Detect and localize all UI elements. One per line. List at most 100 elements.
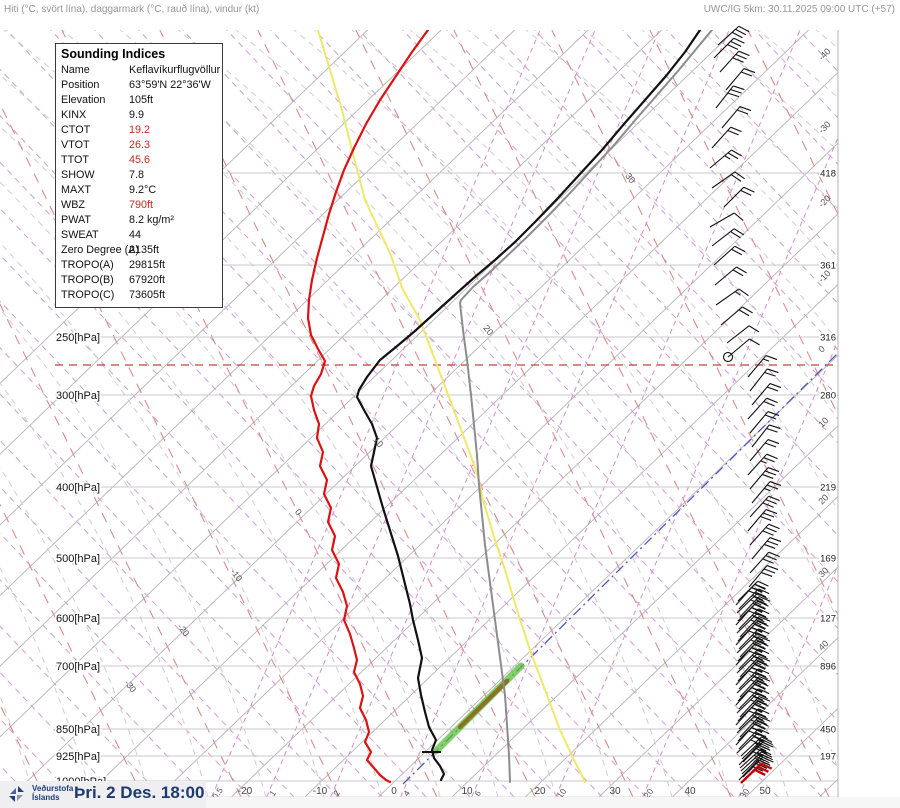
wind-barb bbox=[709, 149, 742, 169]
moist-adiabat-line bbox=[666, 30, 838, 212]
indices-row: SWEAT 44 bbox=[56, 228, 222, 243]
index-value: 67920ft bbox=[129, 274, 166, 286]
sounding-indices-panel: Sounding Indices Name Keflavíkurflugvöll… bbox=[55, 43, 223, 308]
inchart-isopleth-label: 0 bbox=[293, 507, 304, 517]
dry-adiabat-line bbox=[467, 30, 838, 421]
wind-barb bbox=[751, 537, 782, 560]
wind-barb bbox=[715, 85, 745, 109]
inchart-isopleth-label: 20 bbox=[481, 323, 495, 337]
wind-barb bbox=[749, 467, 780, 490]
height-axis-label: 418 bbox=[820, 169, 836, 180]
index-value: 73605ft bbox=[129, 289, 166, 301]
isotherm-line bbox=[304, 283, 838, 797]
wind-barb bbox=[711, 171, 745, 189]
theta-line bbox=[0, 102, 340, 797]
index-value: 9.2°C bbox=[129, 184, 157, 196]
index-label: VTOT bbox=[61, 139, 90, 151]
bottom-temp-tick-label: 0 bbox=[391, 786, 397, 797]
wind-barb bbox=[711, 228, 745, 247]
wind-barb bbox=[714, 266, 747, 286]
isotherm-line bbox=[0, 30, 589, 597]
wind-barb bbox=[741, 739, 773, 760]
pressure-axis-label: 250[hPa] bbox=[56, 332, 100, 344]
inchart-isopleth-label: -30 bbox=[122, 678, 138, 694]
right-isotherm-label: 10 bbox=[816, 415, 830, 429]
moist-adiabat-line bbox=[446, 30, 838, 444]
moist-adiabat-line bbox=[358, 30, 838, 537]
wind-barb bbox=[725, 68, 756, 91]
wind-barb bbox=[749, 523, 780, 546]
dry-adiabat-line bbox=[583, 30, 838, 273]
pressure-axis-label: 925[hPa] bbox=[56, 751, 100, 763]
isotherm-line bbox=[451, 425, 838, 797]
height-axis-label: 127 bbox=[820, 614, 836, 625]
index-label: Position bbox=[61, 79, 100, 91]
wind-barb bbox=[749, 551, 780, 574]
index-label: PWAT bbox=[61, 214, 91, 226]
dewpoint-curve bbox=[306, 30, 430, 784]
moist-adiabat-line bbox=[0, 579, 207, 797]
index-label: TROPO(B) bbox=[61, 274, 114, 286]
index-value: 9.9 bbox=[129, 109, 145, 121]
dry-adiabat-line bbox=[699, 30, 838, 152]
top-header-bar: Hiti (°C, svört lína), daggarmark (°C, r… bbox=[0, 0, 900, 22]
wind-barb bbox=[719, 50, 750, 73]
pressure-axis-label: 850[hPa] bbox=[56, 724, 100, 736]
index-label: KINX bbox=[61, 109, 87, 121]
wind-barb bbox=[720, 306, 753, 326]
pressure-axis-label: 600[hPa] bbox=[56, 613, 100, 625]
bottom-temp-tick-label: 10 bbox=[461, 786, 473, 797]
bottom-temp-tick-label: 30 bbox=[609, 786, 621, 797]
moist-adiabat-line bbox=[0, 532, 251, 797]
index-value: 7.8 bbox=[129, 169, 145, 181]
dry-adiabat-line bbox=[815, 30, 838, 49]
right-isotherm-label: -40 bbox=[816, 46, 832, 62]
indices-rows: Name Keflavíkurflugvöllur Position 63°59'… bbox=[56, 63, 222, 303]
index-label: SWEAT bbox=[61, 229, 99, 241]
indices-row: TTOT 45.6 bbox=[56, 153, 222, 168]
index-label: Elevation bbox=[61, 94, 106, 106]
mixing-ratio-line bbox=[642, 339, 838, 797]
indices-row: SHOW 7.8 bbox=[56, 168, 222, 183]
moist-adiabat-line bbox=[0, 115, 647, 797]
indices-row: WBZ 790ft bbox=[56, 198, 222, 213]
height-axis-label: 450 bbox=[820, 725, 836, 736]
index-value: 44 bbox=[129, 229, 142, 241]
wind-barb bbox=[739, 716, 771, 738]
index-label: CTOT bbox=[61, 124, 91, 136]
moist-adiabat-line bbox=[578, 30, 838, 305]
dry-adiabat-line bbox=[235, 30, 789, 797]
height-axis-label: 280 bbox=[820, 391, 836, 402]
wind-barb bbox=[751, 424, 781, 448]
wind-barb bbox=[751, 481, 782, 504]
wind-barb bbox=[711, 126, 742, 149]
wind-barb bbox=[751, 383, 782, 406]
mixing-ratio-tick-label: 4 bbox=[401, 788, 412, 798]
wind-barb bbox=[736, 633, 768, 654]
isotherm-line bbox=[231, 213, 838, 797]
logo-line2: Íslands bbox=[32, 793, 60, 802]
moist-adiabat-line bbox=[0, 625, 163, 797]
mixing-ratio-line bbox=[555, 136, 838, 797]
index-label: SHOW bbox=[61, 169, 95, 181]
pressure-axis-label: 500[hPa] bbox=[56, 553, 100, 565]
mixing-ratio-tick-label: 1 bbox=[267, 788, 278, 798]
moist-adiabat-line bbox=[0, 393, 383, 797]
theta-line bbox=[551, 30, 838, 617]
pressure-axis-label: 300[hPa] bbox=[56, 390, 100, 402]
wind-barb bbox=[722, 338, 760, 363]
moist-adiabat-line bbox=[0, 207, 559, 797]
wind-barb bbox=[736, 613, 768, 634]
indices-row: Position 63°59'N 22°36'W bbox=[56, 78, 222, 93]
inchart-isopleth-label: 10 bbox=[371, 435, 385, 449]
pressure-axis-label: 700[hPa] bbox=[56, 661, 100, 673]
mixing-ratio-line bbox=[266, 30, 596, 797]
isotherm-line bbox=[10, 30, 809, 797]
isotherm-line bbox=[0, 30, 368, 385]
isotherm-line bbox=[525, 495, 838, 797]
moist-adiabat-line bbox=[0, 347, 427, 797]
isotherm-line bbox=[84, 71, 838, 797]
moist-adiabat-line bbox=[0, 254, 515, 797]
bottom-temp-tick-label: 40 bbox=[684, 786, 696, 797]
